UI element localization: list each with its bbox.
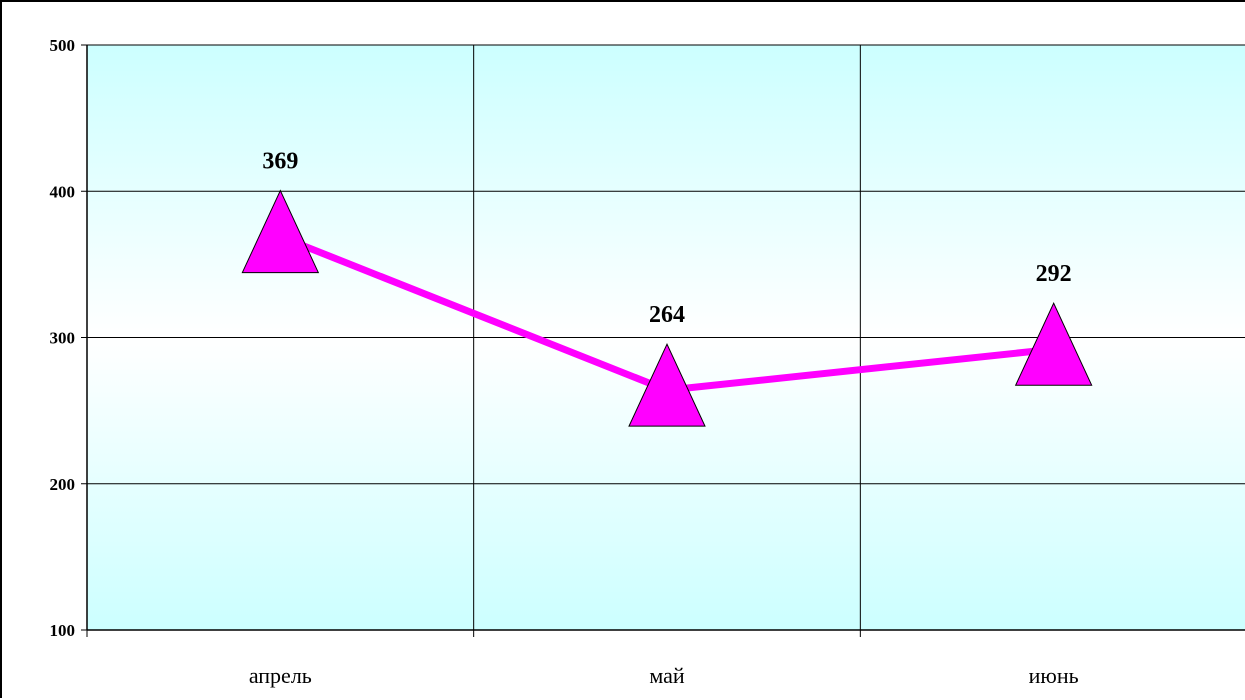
triangle-marker: [628, 342, 706, 427]
data-label: 264: [649, 302, 685, 328]
triangle-marker: [1014, 302, 1093, 386]
x-category-label: апрель: [249, 663, 312, 688]
y-tick-label: 200: [50, 475, 76, 494]
data-label: 369: [262, 149, 298, 175]
y-axis-ticks: 100 200 300 400 500: [50, 36, 87, 640]
series-group: [241, 189, 1093, 427]
x-category-label: май: [649, 663, 685, 688]
data-label: 292: [1036, 261, 1072, 287]
triangle-marker: [241, 189, 320, 274]
y-tick-label: 400: [50, 182, 76, 201]
x-category-label: июнь: [1029, 663, 1079, 688]
y-tick-label: 300: [50, 329, 76, 348]
y-tick-label: 100: [50, 621, 76, 640]
x-axis-ticks: апрель май июнь: [86, 630, 1079, 688]
data-labels: 369 264 292: [262, 149, 1071, 329]
y-tick-label: 500: [50, 36, 76, 55]
